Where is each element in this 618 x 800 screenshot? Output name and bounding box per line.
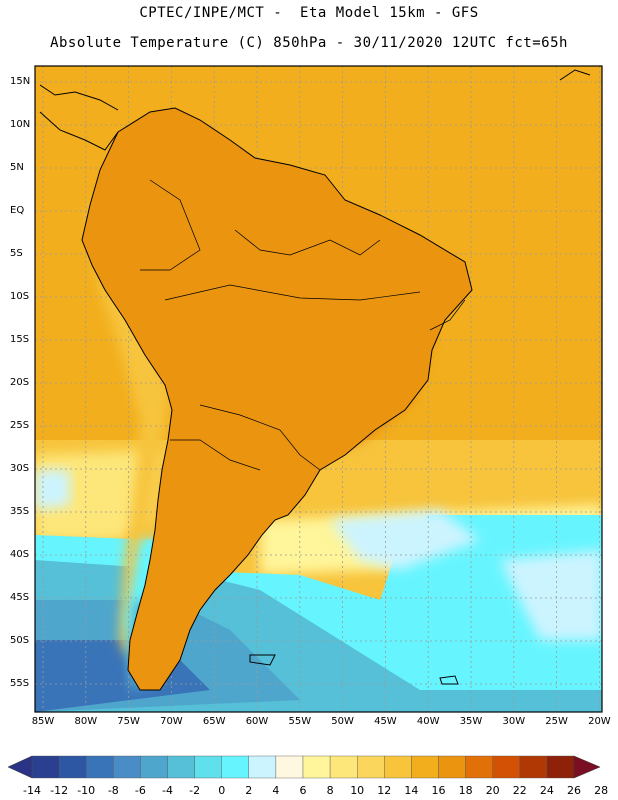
lat-label-30s: 30S (10, 463, 30, 474)
colorbar-cell (438, 755, 466, 779)
lon-label-60w: 60W (245, 716, 269, 727)
colorbar-tick-label: 12 (377, 784, 392, 797)
lat-label-40s: 40S (10, 549, 30, 560)
lon-label-30w: 30W (502, 716, 526, 727)
lon-label-45w: 45W (374, 716, 397, 727)
colorbar-tick-label: -2 (189, 784, 201, 797)
title-line-1: CPTEC/INPE/MCT - Eta Model 15km - GFS (139, 5, 479, 21)
coastlines (39, 69, 591, 691)
lat-label-10s: 10S (10, 291, 30, 302)
colorbar-tick-label: -6 (134, 784, 146, 797)
colorbar-tick-label: 0 (218, 784, 226, 797)
colorbar-cell (221, 755, 249, 779)
colorbar-tick-label: 28 (594, 784, 609, 797)
lon-label-65w: 65W (202, 716, 226, 727)
colorbar-cell (492, 755, 521, 779)
colorbar-tick-label: 2 (245, 784, 253, 797)
colorbar-tick-label: 24 (539, 784, 554, 797)
colorbar-tick-label: 10 (350, 784, 365, 797)
colorbar-tick-label: 18 (458, 784, 473, 797)
lat-label-15s: 15S (10, 334, 30, 345)
colorbar-tick-label: 16 (431, 784, 446, 797)
colorbar-tick-label: 22 (512, 784, 527, 797)
lat-label-20s: 20S (10, 377, 30, 388)
map-frame (34, 65, 603, 713)
lat-label-55s: 55S (10, 678, 30, 689)
colorbar-tick-label: 26 (567, 784, 581, 797)
colorbar-cell (248, 755, 277, 779)
colorbar-cell (546, 755, 575, 779)
colorbar-cell (465, 755, 493, 779)
lon-label-35w: 35W (459, 716, 483, 727)
colorbar-tick-label: -4 (162, 784, 173, 797)
lat-label-25s: 25S (10, 420, 30, 431)
lon-label-40w: 40W (416, 716, 440, 727)
lon-label-20w: 20W (588, 716, 611, 727)
colorbar-cell (302, 755, 331, 779)
colorbar-tick-label: 20 (485, 784, 500, 797)
lon-label-80w: 80W (74, 716, 98, 727)
colorbar-cell (194, 755, 222, 779)
colorbar-tick-label: 6 (299, 784, 307, 797)
lat-label-45s: 45S (10, 592, 30, 603)
lon-label-55w: 55W (288, 716, 312, 727)
lon-label-70w: 70W (160, 716, 183, 727)
lat-label-15n: 15N (10, 76, 31, 87)
colorbar-cell (58, 755, 87, 779)
colorbar-cell (384, 755, 412, 779)
colorbar-tick-label: -12 (50, 784, 69, 797)
colorbar-cell (167, 755, 195, 779)
colorbar-tick-label: -8 (107, 784, 119, 797)
colorbar-cell (85, 755, 114, 779)
colorbar-high-triangle (573, 755, 601, 779)
colorbar-cell (31, 755, 60, 779)
colorbar-cell (357, 755, 385, 779)
lat-label-10n: 10N (10, 119, 31, 130)
colorbar-tick-label: 14 (404, 784, 419, 797)
colorbar-cell (411, 755, 439, 779)
colorbar-low-triangle (7, 755, 33, 779)
colorbar-cell (275, 755, 304, 779)
lat-label-5s: 5S (10, 248, 23, 259)
colorbar (7, 755, 601, 779)
lon-label-75w: 75W (117, 716, 140, 727)
lat-label-eq: EQ (10, 205, 25, 216)
colorbar-cell (113, 755, 141, 779)
colorbar-cell (140, 755, 168, 779)
colorbar-cell (519, 755, 548, 779)
colorbar-tick-label: -10 (77, 784, 96, 797)
lat-label-5n: 5N (10, 162, 24, 173)
colorbar-tick-label: 8 (326, 784, 334, 797)
lon-label-85w: 85W (31, 716, 55, 727)
lon-label-50w: 50W (331, 716, 354, 727)
colorbar-cell (329, 755, 358, 779)
colorbar-tick-label: 4 (272, 784, 280, 797)
lat-label-50s: 50S (10, 635, 30, 646)
lat-label-35s: 35S (10, 506, 30, 517)
colorbar-tick-label: -14 (23, 784, 41, 797)
title-line-2: Absolute Temperature (C) 850hPa - 30/11/… (50, 35, 568, 51)
lon-label-25w: 25W (545, 716, 568, 727)
